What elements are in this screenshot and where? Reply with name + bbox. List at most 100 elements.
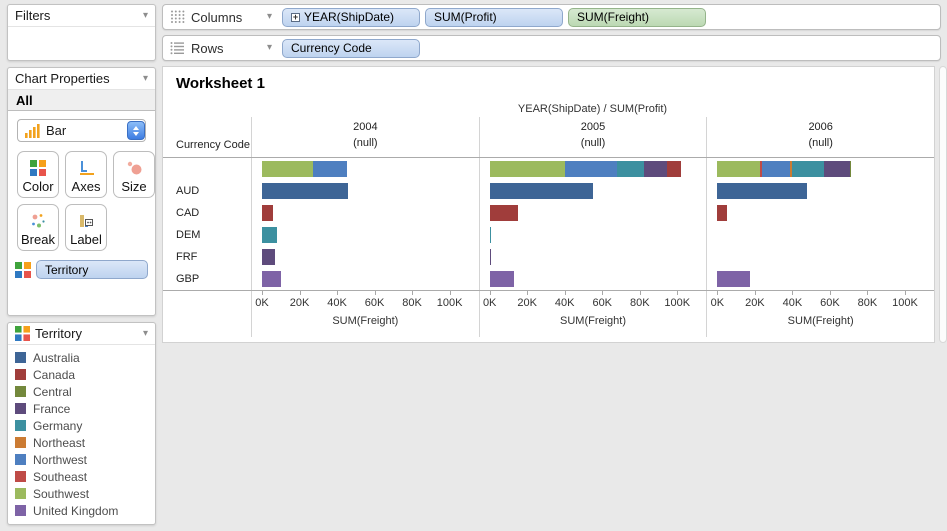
row-dimension-label: Currency Code — [176, 139, 250, 151]
chevron-down-icon[interactable]: ▾ — [142, 327, 148, 339]
bar-united-kingdom[interactable] — [262, 271, 281, 287]
bar-track-blank — [707, 158, 934, 180]
legend-item-germany[interactable]: Germany — [15, 417, 155, 434]
color-button-label: Color — [22, 179, 54, 194]
legend-label: Germany — [33, 418, 83, 433]
panel-header-2005[interactable]: 2005 (null) — [478, 117, 707, 157]
expand-icon[interactable]: + — [291, 11, 300, 22]
break-button[interactable]: Break — [17, 204, 59, 251]
bar-southeast[interactable] — [760, 161, 762, 177]
bar-central[interactable] — [849, 161, 852, 177]
bar-northwest[interactable] — [564, 161, 618, 177]
axes-button[interactable]: Axes — [65, 151, 107, 198]
row-label-dem[interactable]: DEM — [176, 229, 201, 241]
pill-year-shipdate[interactable]: + YEAR(ShipDate) — [282, 7, 420, 27]
size-button[interactable]: Size — [113, 151, 155, 198]
pill-currency-code[interactable]: Currency Code — [282, 38, 420, 58]
legend-item-central[interactable]: Central — [15, 383, 155, 400]
label-icon — [78, 212, 94, 230]
encoding-buttons-row-2: Break Label — [8, 204, 155, 251]
bar-germany[interactable] — [617, 161, 645, 177]
pill-sum-freight[interactable]: SUM(Freight) — [568, 7, 706, 27]
bar-united-kingdom[interactable] — [717, 271, 751, 287]
bar-france[interactable] — [489, 249, 492, 265]
axis-tick-label: 60K — [592, 297, 613, 309]
chart-properties-header[interactable]: Chart Properties ▾ — [8, 68, 155, 90]
axis-tick — [527, 291, 529, 295]
legend-item-southeast[interactable]: Southeast — [15, 468, 155, 485]
legend-swatch — [15, 488, 26, 499]
bar-germany[interactable] — [791, 161, 825, 177]
legend-item-france[interactable]: France — [15, 400, 155, 417]
panel-year-label: 2005 — [580, 121, 606, 133]
chevron-down-icon[interactable]: ▾ — [142, 9, 148, 21]
bar-canada[interactable] — [717, 205, 727, 221]
row-label-gbp[interactable]: GBP — [176, 273, 200, 285]
columns-shelf-label: Columns — [191, 9, 243, 25]
bar-chart-type-icon — [25, 123, 40, 138]
bar-australia[interactable] — [489, 183, 593, 199]
legend-item-southwest[interactable]: Southwest — [15, 485, 155, 502]
bar-track-frf — [480, 246, 707, 268]
legend-swatch — [15, 403, 26, 414]
filters-header[interactable]: Filters ▾ — [8, 5, 155, 27]
bar-southwest[interactable] — [262, 161, 313, 177]
color-grid-icon — [30, 159, 46, 177]
rows-shelf[interactable]: Rows ▾ Currency Code — [162, 35, 941, 61]
axis-tick-label: 0K — [482, 297, 497, 309]
break-button-label: Break — [21, 232, 55, 247]
bar-canada[interactable] — [666, 161, 682, 177]
pill-label: Currency Code — [291, 41, 372, 55]
pill-sum-profit[interactable]: SUM(Profit) — [425, 7, 563, 27]
pill-territory[interactable]: Territory — [36, 260, 148, 279]
label-button[interactable]: Label — [65, 204, 107, 251]
axis-tick — [564, 291, 566, 295]
bar-germany[interactable] — [262, 227, 277, 243]
bar-northwest[interactable] — [761, 161, 791, 177]
legend-header[interactable]: Territory ▾ — [8, 323, 155, 345]
chevron-down-icon[interactable]: ▾ — [142, 72, 148, 84]
bar-canada[interactable] — [262, 205, 274, 221]
columns-shelf[interactable]: Columns ▾ + YEAR(ShipDate) SUM(Profit) SUM(… — [162, 4, 941, 30]
panel-header-2006[interactable]: 2006 (null) — [706, 117, 934, 157]
chart-type-select[interactable]: Bar — [17, 119, 146, 142]
columns-pills: + YEAR(ShipDate) SUM(Profit) SUM(Freight) — [282, 7, 706, 27]
bar-france[interactable] — [824, 161, 850, 177]
axis-tick — [904, 291, 906, 295]
axis-tick — [677, 291, 679, 295]
row-label-cad[interactable]: CAD — [176, 207, 200, 219]
chevron-down-icon[interactable]: ▾ — [266, 42, 272, 53]
bar-canada[interactable] — [489, 205, 518, 221]
bar-germany[interactable] — [489, 227, 491, 243]
bar-australia[interactable] — [262, 183, 349, 199]
bar-northwest[interactable] — [312, 161, 348, 177]
legend-item-united-kingdom[interactable]: United Kingdom — [15, 502, 155, 519]
axis-tick-label: 20K — [745, 297, 765, 309]
bar-united-kingdom[interactable] — [489, 271, 515, 287]
bar-northeast[interactable] — [790, 161, 792, 177]
color-button[interactable]: Color — [17, 151, 59, 198]
legend-swatch — [15, 471, 26, 482]
bar-southwest[interactable] — [489, 161, 565, 177]
vertical-scrollbar[interactable] — [939, 66, 947, 343]
bar-southwest[interactable] — [717, 161, 761, 177]
axis-tick — [412, 291, 414, 295]
row-label-blank[interactable] — [163, 158, 251, 180]
bar-france[interactable] — [644, 161, 667, 177]
axis-tick — [262, 291, 263, 295]
arrow-down-icon — [133, 131, 139, 136]
bar-track-cad — [707, 202, 934, 224]
bar-australia[interactable] — [717, 183, 808, 199]
row-label-frf[interactable]: FRF — [176, 251, 198, 263]
row-label-aud[interactable]: AUD — [176, 185, 200, 197]
panel-header-2004[interactable]: 2004 (null) — [251, 117, 479, 157]
legend-item-northeast[interactable]: Northeast — [15, 434, 155, 451]
legend-item-canada[interactable]: Canada — [15, 366, 155, 383]
chevron-down-icon[interactable]: ▾ — [266, 11, 272, 22]
stepper-icon[interactable] — [127, 121, 145, 140]
legend-item-australia[interactable]: Australia — [15, 349, 155, 366]
legend-item-northwest[interactable]: Northwest — [15, 451, 155, 468]
bar-france[interactable] — [262, 249, 276, 265]
panel-subtitle-label: (null) — [808, 137, 833, 149]
axis-tick-label: 100K — [892, 297, 918, 309]
